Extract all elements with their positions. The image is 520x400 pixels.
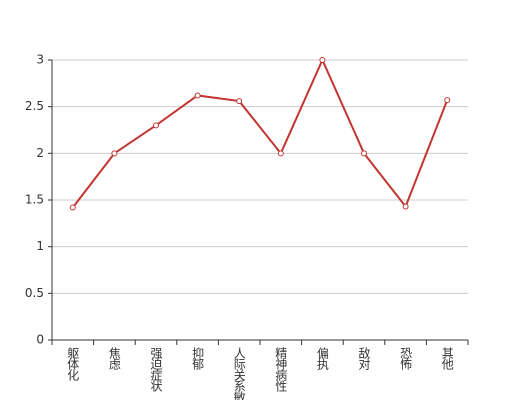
x-tick-label: 抑郁 [191, 346, 205, 371]
x-tick-label: 焦虑 [107, 347, 121, 370]
y-tick-label: 1 [36, 239, 44, 253]
line [72, 57, 449, 209]
y-tick-label: 0 [36, 333, 44, 347]
point [194, 92, 201, 99]
point [402, 203, 409, 210]
y-tick-label: 2 [36, 146, 44, 160]
point [153, 122, 159, 129]
point [319, 57, 326, 63]
x-tick-label: 敌对 [357, 346, 371, 370]
x-tick-label: 强迫症状 [149, 347, 163, 392]
y-tick-label: 0.5 [25, 286, 44, 300]
x-tick-label: 精神病性 [274, 347, 288, 393]
point [69, 204, 76, 211]
y-tick-label: 1.5 [25, 193, 44, 207]
x-tick-label: 偏执 [315, 346, 329, 371]
x-tick-label: 恐怖 [399, 347, 413, 370]
point [444, 97, 451, 104]
point [277, 150, 284, 157]
point [236, 98, 243, 105]
x-tick-label: 躯体化 [66, 346, 80, 382]
point [111, 150, 118, 157]
y-tick-label: 2.5 [25, 99, 44, 113]
x-tick-label: 其他 [440, 347, 454, 370]
y-tick-label: 3 [36, 53, 44, 67]
x-tick-label: 人际关系敏感 [232, 347, 246, 400]
point [361, 150, 367, 157]
